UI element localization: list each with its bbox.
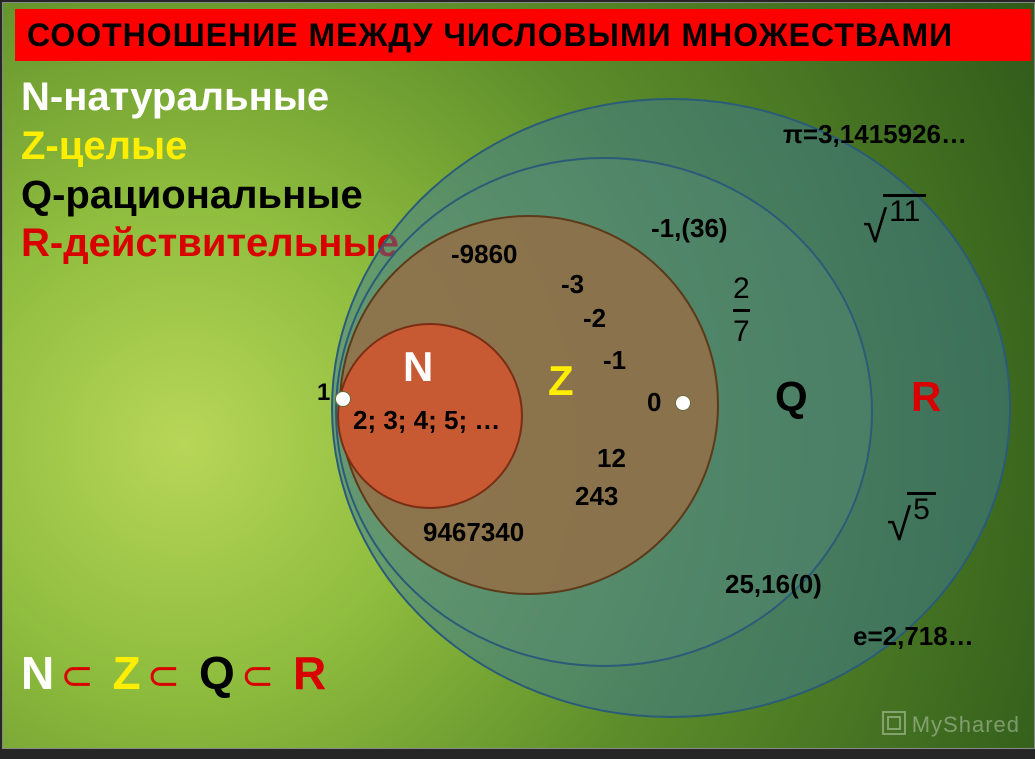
label-q: Q bbox=[775, 373, 808, 421]
watermark-text: MyShared bbox=[912, 712, 1020, 737]
point-one: 1 bbox=[317, 379, 330, 407]
z-243: 243 bbox=[575, 481, 618, 512]
point-one-dot bbox=[335, 391, 351, 407]
r-e: e=2,718… bbox=[853, 621, 974, 652]
point-zero-dot bbox=[675, 395, 691, 411]
sqrt-symbol-icon: √ bbox=[887, 501, 911, 550]
sqrt-symbol-icon: √ bbox=[863, 203, 887, 252]
set-r-ring bbox=[331, 98, 1011, 718]
z-neg3: -3 bbox=[561, 269, 584, 300]
subset-chain: N⊂ Z⊂ Q⊂ R bbox=[21, 646, 326, 700]
z-neg9860: -9860 bbox=[451, 239, 518, 270]
q-frac-bar bbox=[733, 309, 750, 312]
q-rep1: -1,(36) bbox=[651, 213, 728, 244]
subset-sym3: ⊂ bbox=[241, 654, 275, 698]
z-12: 12 bbox=[597, 443, 626, 474]
r-sqrt5: √5 bbox=[887, 501, 936, 551]
r-sqrt11: √11 bbox=[863, 203, 926, 253]
r-pi: π=3,1415926… bbox=[783, 119, 967, 150]
subset-q: Q bbox=[199, 647, 235, 699]
z-big: 9467340 bbox=[423, 517, 524, 548]
subset-sym1: ⊂ bbox=[60, 654, 94, 698]
watermark-icon bbox=[882, 711, 906, 735]
q-rep2: 25,16(0) bbox=[725, 569, 822, 600]
subset-sym2: ⊂ bbox=[147, 654, 181, 698]
q-frac-den: 7 bbox=[733, 316, 750, 348]
subset-r: R bbox=[293, 647, 326, 699]
legend-z: Z-целые bbox=[21, 122, 399, 171]
r-sqrt5-val: 5 bbox=[907, 492, 936, 525]
r-sqrt11-val: 11 bbox=[883, 194, 926, 227]
z-zero: 0 bbox=[647, 387, 661, 418]
subset-z: Z bbox=[113, 647, 141, 699]
legend-r: R-действительные bbox=[21, 219, 399, 268]
label-r: R bbox=[911, 373, 941, 421]
label-n: N bbox=[403, 343, 433, 391]
set-n-ring bbox=[337, 323, 523, 509]
z-neg1: -1 bbox=[603, 345, 626, 376]
set-q-ring bbox=[335, 157, 873, 667]
z-neg2: -2 bbox=[583, 303, 606, 334]
stage: СООТНОШЕНИЕ МЕЖДУ ЧИСЛОВЫМИ МНОЖЕСТВАМИ … bbox=[0, 0, 1035, 759]
legend-q: Q-рациональные bbox=[21, 171, 399, 220]
subset-n: N bbox=[21, 647, 54, 699]
label-z: Z bbox=[548, 357, 574, 405]
slide: СООТНОШЕНИЕ МЕЖДУ ЧИСЛОВЫМИ МНОЖЕСТВАМИ … bbox=[2, 2, 1035, 749]
set-z-ring bbox=[339, 215, 719, 595]
legend-n: N-натуральные bbox=[21, 73, 399, 122]
q-frac-num: 2 bbox=[733, 273, 750, 305]
watermark: MyShared bbox=[882, 711, 1020, 738]
n-examples: 2; 3; 4; 5; … bbox=[353, 405, 500, 436]
legend: N-натуральные Z-целые Q-рациональные R-д… bbox=[21, 73, 399, 268]
q-fraction: 2 7 bbox=[733, 273, 750, 347]
title-bar: СООТНОШЕНИЕ МЕЖДУ ЧИСЛОВЫМИ МНОЖЕСТВАМИ bbox=[15, 9, 1031, 61]
